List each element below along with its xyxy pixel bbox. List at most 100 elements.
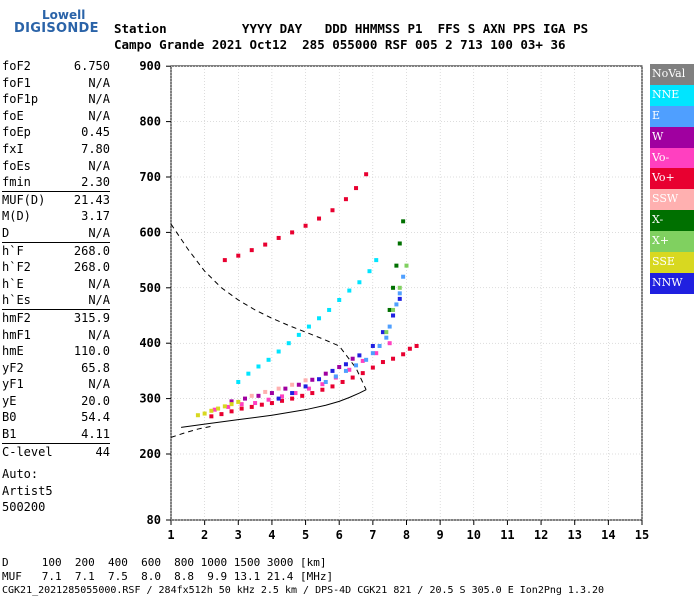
x-tick-label: 12	[534, 528, 548, 542]
param-value: 268.0	[73, 243, 110, 258]
parameter-panel: foF2 6.750 foF1 N/A foF1p N/A foE N/A foEp 0.45 fx…	[2, 58, 110, 516]
param-name: B0	[2, 410, 17, 425]
echo-point	[384, 330, 389, 335]
echo-point	[249, 404, 254, 409]
echo-point	[226, 404, 231, 409]
param-name: h`E	[2, 276, 24, 291]
param-value: 2.30	[81, 175, 110, 190]
echo-point	[323, 371, 328, 376]
echo-point	[239, 406, 244, 411]
x-tick-label: 7	[369, 528, 376, 542]
legend-item: X-	[650, 210, 694, 232]
legend-item: Vo+	[650, 168, 694, 190]
echo-point	[249, 393, 254, 398]
echo-point	[343, 368, 348, 373]
x-tick-label: 14	[601, 528, 615, 542]
param-row: h`F 268.0	[2, 243, 110, 260]
param-row: B0 54.4	[2, 409, 110, 426]
param-row: h`E N/A	[2, 276, 110, 293]
x-tick-label: 5	[302, 528, 309, 542]
echo-point	[401, 274, 406, 279]
echo-point	[360, 371, 365, 376]
x-tick-label: 6	[336, 528, 343, 542]
echo-point	[360, 358, 365, 363]
echo-point	[229, 399, 234, 404]
echo-point	[374, 258, 379, 263]
echo-point	[306, 386, 311, 391]
param-value: N/A	[88, 293, 110, 308]
param-name: hmF1	[2, 327, 31, 342]
param-value: N/A	[88, 327, 110, 342]
x-tick-labels: 1 2 3 4 5 6 7 8 9 10 11 12 13 14 15	[167, 528, 649, 542]
echo-point	[212, 407, 217, 412]
echo-point	[350, 356, 355, 361]
echo-point	[290, 230, 295, 235]
echo-point	[347, 367, 352, 372]
x-tick-label: 10	[467, 528, 481, 542]
echo-point	[195, 413, 200, 418]
param-row: foE N/A	[2, 108, 110, 125]
param-row: B1 4.11	[2, 426, 110, 444]
y-tick-label: 80	[147, 513, 161, 527]
echo-point	[370, 365, 375, 370]
echo-point	[384, 335, 389, 340]
param-name: foEp	[2, 125, 31, 140]
footer-line1: D 100 200 400 600 800 1000 1500 3000 [km…	[2, 556, 327, 569]
echo-point	[229, 402, 234, 407]
param-row: h`F2 268.0	[2, 259, 110, 276]
echo-point	[276, 235, 281, 240]
param-row: foEp 0.45	[2, 124, 110, 141]
echo-point	[387, 324, 392, 329]
echo-point	[354, 186, 359, 191]
echo-point	[249, 248, 254, 253]
y-tick-label: 400	[139, 336, 161, 350]
echo-point	[303, 384, 308, 389]
echo-point	[347, 288, 352, 293]
param-name: hmE	[2, 344, 24, 359]
param-row: foF2 6.750	[2, 58, 110, 75]
chart-grid	[166, 65, 643, 525]
echo-point	[269, 401, 274, 406]
echo-point	[370, 351, 375, 356]
echo-point	[290, 382, 295, 387]
param-row: fmin 2.30	[2, 174, 110, 192]
echo-point	[374, 351, 379, 356]
echo-point	[354, 363, 359, 368]
x-tick-label: 9	[437, 528, 444, 542]
param-value: N/A	[88, 377, 110, 392]
echo-point	[397, 241, 402, 246]
echo-point	[243, 396, 248, 401]
echo-point	[310, 377, 315, 382]
echo-point	[293, 391, 298, 396]
param-value: N/A	[88, 276, 110, 291]
param-name: yF1	[2, 377, 24, 392]
param-value: 65.8	[81, 360, 110, 375]
y-tick-label: 600	[139, 225, 161, 239]
param-name: fmin	[2, 175, 31, 190]
echo-point	[377, 343, 382, 348]
echo-point	[337, 297, 342, 302]
legend-item: W	[650, 126, 694, 148]
parameter-list: foF2 6.750 foF1 N/A foF1p N/A foE N/A foEp 0.45 fx…	[2, 58, 110, 460]
logo-line2: DIGISONDE	[14, 21, 99, 36]
echo-point	[387, 341, 392, 346]
echo-point	[276, 386, 281, 391]
echo-point	[323, 379, 328, 384]
x-tick-label: 1	[167, 528, 174, 542]
echo-point	[394, 302, 399, 307]
param-name: foEs	[2, 158, 31, 173]
param-value: 4.11	[81, 427, 110, 442]
param-value: 7.80	[81, 141, 110, 156]
x-tick-label: 15	[635, 528, 649, 542]
y-tick-label: 800	[139, 115, 161, 129]
x-tick-label: 2	[201, 528, 208, 542]
echo-point	[397, 285, 402, 290]
param-value: 110.0	[73, 344, 110, 359]
echo-point	[394, 263, 399, 268]
echo-point	[306, 324, 311, 329]
param-row: M(D) 3.17	[2, 208, 110, 225]
echo-point	[263, 389, 268, 394]
param-value: 6.750	[73, 59, 110, 73]
param-row: C-level 44	[2, 444, 110, 461]
